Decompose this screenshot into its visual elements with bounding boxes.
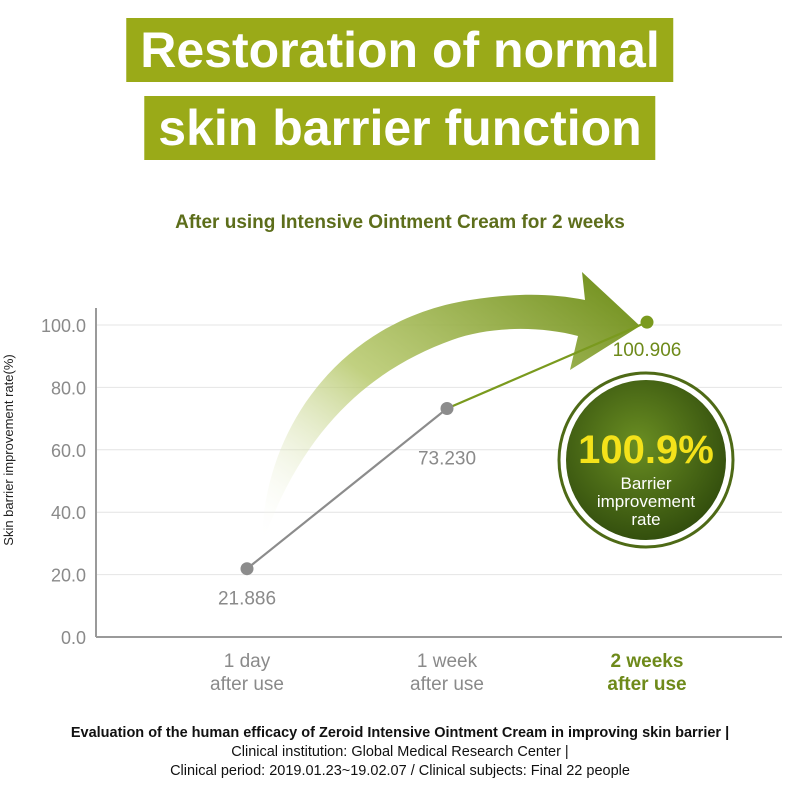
footnote-line-1: Evaluation of the human efficacy of Zero…: [70, 725, 730, 741]
result-badge: 100.9% Barrier improvement rate: [557, 371, 735, 549]
x-tick-label: after use: [410, 674, 484, 695]
y-tick-label: 0.0: [61, 628, 86, 648]
x-tick-label: 1 day: [224, 651, 271, 672]
axis-layer: [95, 308, 782, 638]
data-point: [240, 562, 254, 576]
y-tick-label: 40.0: [51, 503, 86, 523]
x-tick-label: after use: [210, 674, 284, 695]
chart-subtitle: After using Intensive Ointment Cream for…: [175, 212, 625, 233]
data-label: 73.230: [418, 449, 476, 470]
x-tick-label: after use: [607, 674, 686, 695]
badge-line-3: rate: [631, 510, 660, 529]
badge-line-1: Barrier: [620, 474, 671, 493]
badge-line-2: improvement: [597, 492, 696, 511]
footnote: Evaluation of the human efficacy of Zero…: [0, 724, 800, 781]
footnote-line-2: Clinical institution: Global Medical Res…: [231, 744, 569, 760]
line-chart: 0.0 20.0 40.0 60.0 80.0 100.0 21.886 73.230 100.…: [1, 272, 782, 695]
series-segment: [446, 321, 648, 410]
data-label: 21.886: [218, 589, 276, 610]
y-tick-label: 80.0: [51, 378, 86, 398]
series-layer: [240, 315, 654, 576]
footnote-line-3: Clinical period: 2019.01.23~19.02.07 / C…: [170, 763, 630, 779]
data-point: [640, 315, 654, 329]
title-line-2: skin barrier function: [144, 96, 656, 160]
title-line-1: Restoration of normal: [126, 18, 674, 82]
badge-value: 100.9%: [578, 428, 714, 472]
y-tick-label: 100.0: [41, 316, 86, 336]
x-tick-label: 1 week: [417, 651, 478, 672]
series-segment: [246, 407, 448, 570]
data-label: 100.906: [613, 340, 682, 361]
x-tick-label: 2 weeks: [611, 651, 684, 672]
y-tick-label: 60.0: [51, 441, 86, 461]
y-tick-label: 20.0: [51, 566, 86, 586]
trend-arrow-icon: [262, 272, 640, 545]
y-axis-label: Skin barrier improvement rate(%): [1, 354, 16, 545]
data-point: [440, 402, 454, 416]
badge-circle: [566, 380, 726, 540]
label-layer: 0.0 20.0 40.0 60.0 80.0 100.0 21.886 73.230 100.…: [41, 316, 687, 695]
